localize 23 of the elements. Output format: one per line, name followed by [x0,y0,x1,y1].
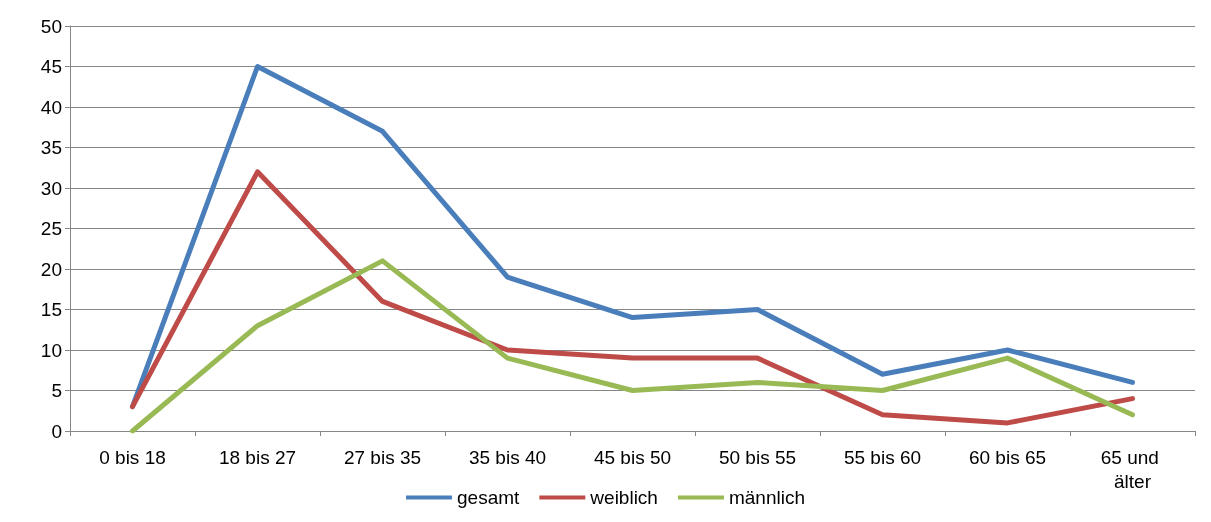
y-tick-label: 5 [51,380,62,401]
y-tick-label: 25 [40,218,62,239]
legend-label: männlich [728,487,805,508]
y-tick-label: 50 [40,15,62,37]
legend-label: weiblich [589,487,658,508]
y-tick-label: 35 [40,137,62,158]
y-tick-label: 0 [51,420,62,442]
y-tick-label: 10 [40,339,62,361]
y-tick-label: 20 [40,258,62,280]
x-tick-label: 0 bis 18 [99,446,166,468]
legend-label: gesamt [457,487,521,508]
x-tick-label: 35 bis 40 [468,446,547,468]
x-tick-label: 65 und älter [1100,446,1165,492]
x-tick-label: 50 bis 55 [718,446,797,468]
x-tick-label: 18 bis 27 [218,446,297,468]
x-tick-label: 45 bis 50 [593,446,672,468]
y-tick-label: 30 [40,177,62,199]
x-tick-label: 55 bis 60 [843,446,922,468]
y-tick-label: 40 [40,96,62,118]
y-tick-label: 45 [40,56,62,77]
y-tick-label: 15 [40,299,62,320]
x-tick-label: 60 bis 65 [968,446,1047,468]
x-tick-label: 27 bis 35 [343,446,422,468]
